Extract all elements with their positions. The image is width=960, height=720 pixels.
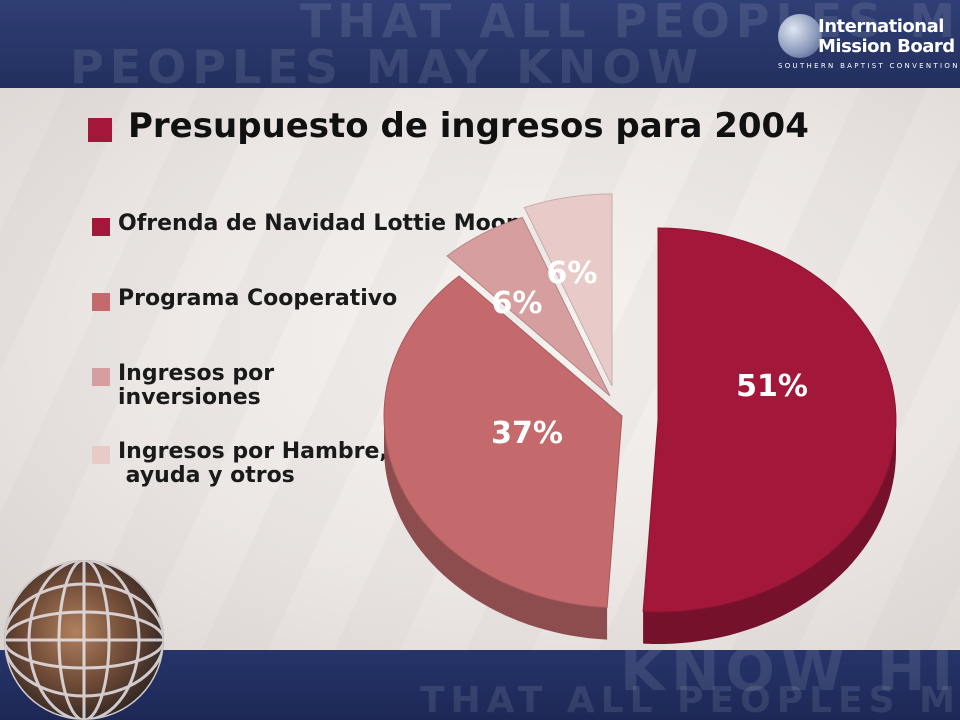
legend-swatch xyxy=(92,446,110,464)
globe-icon xyxy=(778,14,822,58)
logo-line-2: Mission Board xyxy=(818,36,955,57)
legend-label: Ofrenda de Navidad Lottie Moon xyxy=(118,211,522,236)
logo-line-3: SOUTHERN BAPTIST CONVENTION xyxy=(778,62,960,70)
footer-band: KNOW HIM THAT ALL PEOPLES MAY xyxy=(0,650,960,720)
imb-logo: International Mission Board SOUTHERN BAP… xyxy=(778,14,957,76)
legend-swatch xyxy=(92,218,110,236)
watermark-top-1: THAT ALL PEOPLES MAY xyxy=(300,0,960,48)
legend-label: Ingresos por inversiones xyxy=(118,361,275,410)
logo-line-1: International xyxy=(818,16,944,37)
legend-swatch xyxy=(92,293,110,311)
watermark-bottom-2: THAT ALL PEOPLES MAY xyxy=(420,680,960,720)
watermark-bottom-1: KNOW HIM xyxy=(620,650,960,704)
legend-label: Programa Cooperativo xyxy=(118,286,398,311)
legend-label: Ingresos por Hambre, ayuda y otros xyxy=(118,439,388,488)
title-bullet xyxy=(88,118,112,142)
watermark-top-2: PEOPLES MAY KNOW xyxy=(70,40,705,88)
legend-swatch xyxy=(92,368,110,386)
globe-photo-collage xyxy=(4,560,164,720)
chart-title: Presupuesto de ingresos para 2004 xyxy=(128,106,809,146)
